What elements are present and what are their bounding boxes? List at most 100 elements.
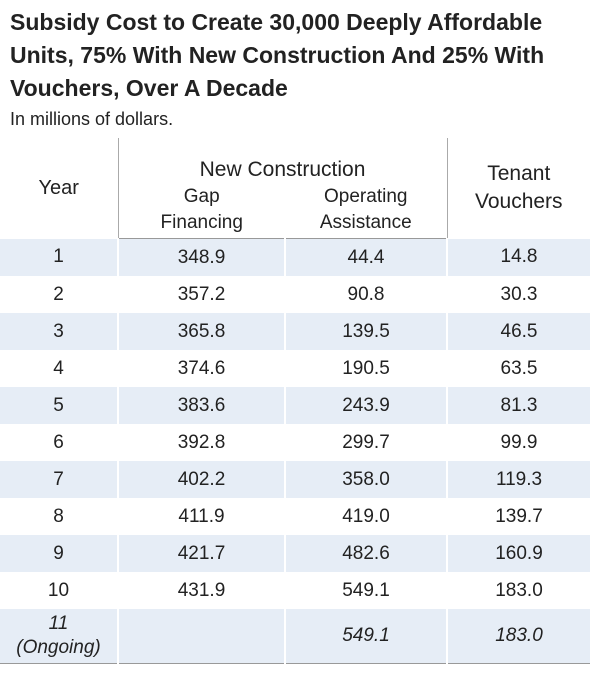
cell-text: 411.9	[178, 505, 225, 527]
table-cell: 411.9	[118, 498, 286, 535]
table-cell: 1	[0, 238, 119, 276]
cell-text: 549.1	[342, 579, 390, 601]
table-cell: 358.0	[285, 461, 449, 498]
table-cell	[118, 609, 286, 664]
table-cell: 63.5	[447, 350, 590, 387]
table-cell: 549.1	[285, 609, 449, 664]
table-cell: 419.0	[285, 498, 449, 535]
table-cell: 243.9	[285, 387, 449, 424]
table-cell: 431.9	[118, 572, 286, 609]
table-cell: 4	[0, 350, 119, 387]
cell-text: 402.2	[177, 468, 226, 490]
table-cell: 10	[0, 572, 119, 609]
table-row: 8 411.9 419.0 139.7	[0, 498, 590, 535]
cell-text: 392.8	[177, 431, 226, 453]
table-cell: 8	[0, 498, 119, 535]
cell-text: 3	[53, 320, 64, 342]
table-cell: 402.2	[118, 461, 286, 498]
cell-text: 46.5	[500, 320, 538, 342]
table-cell: 383.6	[118, 387, 286, 424]
cell-text: 190.5	[342, 357, 390, 379]
table-cell: 348.9	[118, 238, 286, 276]
cell-text: 357.2	[177, 283, 226, 305]
cell-text: 11 (Ongoing)	[16, 613, 101, 658]
cell-text: 63.5	[500, 357, 538, 379]
table-cell: 421.7	[118, 535, 286, 572]
table-cell: 183.0	[447, 572, 590, 609]
table-cell: 30.3	[447, 276, 590, 313]
cell-text: 99.9	[500, 431, 538, 453]
column-header: Year	[0, 138, 119, 239]
table-cell: 44.4	[285, 238, 449, 276]
table-cell: 6	[0, 424, 119, 461]
table-cell: 81.3	[447, 387, 590, 424]
table-row: 1 348.9 44.4 14.8	[0, 238, 590, 276]
table-cell: 90.8	[285, 276, 449, 313]
table-cell: 365.8	[118, 313, 286, 350]
column-header: Operating Assistance	[319, 186, 412, 233]
table-cell: 9	[0, 535, 119, 572]
table-row: 2 357.2 90.8 30.3	[0, 276, 590, 313]
table-cell: 119.3	[447, 461, 590, 498]
table-row: 10 431.9 549.1 183.0	[0, 572, 590, 609]
cell-text: 299.7	[342, 431, 390, 453]
cell-text: 119.3	[495, 468, 543, 490]
table-cell: 392.8	[118, 424, 286, 461]
cell-text: 14.8	[500, 246, 538, 268]
cell-text: 348.9	[177, 246, 226, 268]
table-cell: 5	[0, 387, 119, 424]
table-cell: 14.8	[447, 238, 590, 276]
data-table: Year New Construction Tenant Vouchers Ga…	[0, 138, 590, 664]
table-cell: 2	[0, 276, 119, 313]
cell-text: 183.0	[495, 579, 543, 601]
cell-text: 482.6	[342, 542, 390, 564]
cell-text: 549.1	[342, 625, 390, 646]
table-cell: 139.5	[285, 313, 449, 350]
table-cell: 160.9	[447, 535, 590, 572]
table-row: 11 (Ongoing) 549.1 183.0	[0, 609, 590, 664]
table-cell: 299.7	[285, 424, 449, 461]
cell-text: 374.6	[177, 357, 226, 379]
table-cell: 46.5	[447, 313, 590, 350]
table-cell: 357.2	[118, 276, 286, 313]
cell-text: 139.7	[495, 505, 543, 527]
cell-text: 243.9	[342, 394, 390, 416]
cell-text: 10	[47, 579, 70, 601]
table-cell: 11 (Ongoing)	[0, 609, 119, 664]
title: Subsidy Cost to Create 30,000 Deeply Aff…	[10, 9, 545, 101]
cell-text: 6	[53, 431, 64, 453]
cell-text: 2	[53, 283, 64, 305]
cell-text: 358.0	[342, 468, 390, 490]
table-cell: 482.6	[285, 535, 449, 572]
table-cell: 183.0	[447, 609, 590, 664]
table-row: 5 383.6 243.9 81.3	[0, 387, 590, 424]
column-header: Tenant Vouchers	[474, 162, 563, 214]
table-row: 7 402.2 358.0 119.3	[0, 461, 590, 498]
cell-text: 419.0	[342, 505, 390, 527]
cell-text: 7	[53, 468, 64, 490]
cell-text: 139.5	[342, 320, 390, 342]
table-row: 6 392.8 299.7 99.9	[0, 424, 590, 461]
cell-text: 383.6	[177, 394, 226, 416]
table-cell: 7	[0, 461, 119, 498]
cell-text: 183.0	[495, 625, 543, 646]
cell-text: 30.3	[500, 283, 538, 305]
table-body: 1 348.9 44.4 14.8 2 357.2 90.8 30.3 3 365.8 139.5 4…	[0, 238, 590, 664]
table-row: 3 365.8 139.5 46.5	[0, 313, 590, 350]
cell-text: 90.8	[347, 283, 385, 305]
table-cell: 549.1	[285, 572, 449, 609]
cell-text: 81.3	[500, 394, 538, 416]
table-row: 9 421.7 482.6 160.9	[0, 535, 590, 572]
cell-text: 421.7	[177, 542, 226, 564]
group-header: New Construction	[199, 158, 366, 181]
table-cell: 190.5	[285, 350, 449, 387]
table-cell: 374.6	[118, 350, 286, 387]
cell-text: 160.9	[495, 542, 543, 564]
cell-text: 431.9	[177, 579, 226, 601]
page: Subsidy Cost to Create 30,000 Deeply Aff…	[0, 6, 590, 687]
table-row: 4 374.6 190.5 63.5	[0, 350, 590, 387]
table-cell: 139.7	[447, 498, 590, 535]
cell-text: 44.4	[347, 246, 385, 268]
table-cell: 3	[0, 313, 119, 350]
column-header: Gap Financing	[160, 186, 243, 233]
